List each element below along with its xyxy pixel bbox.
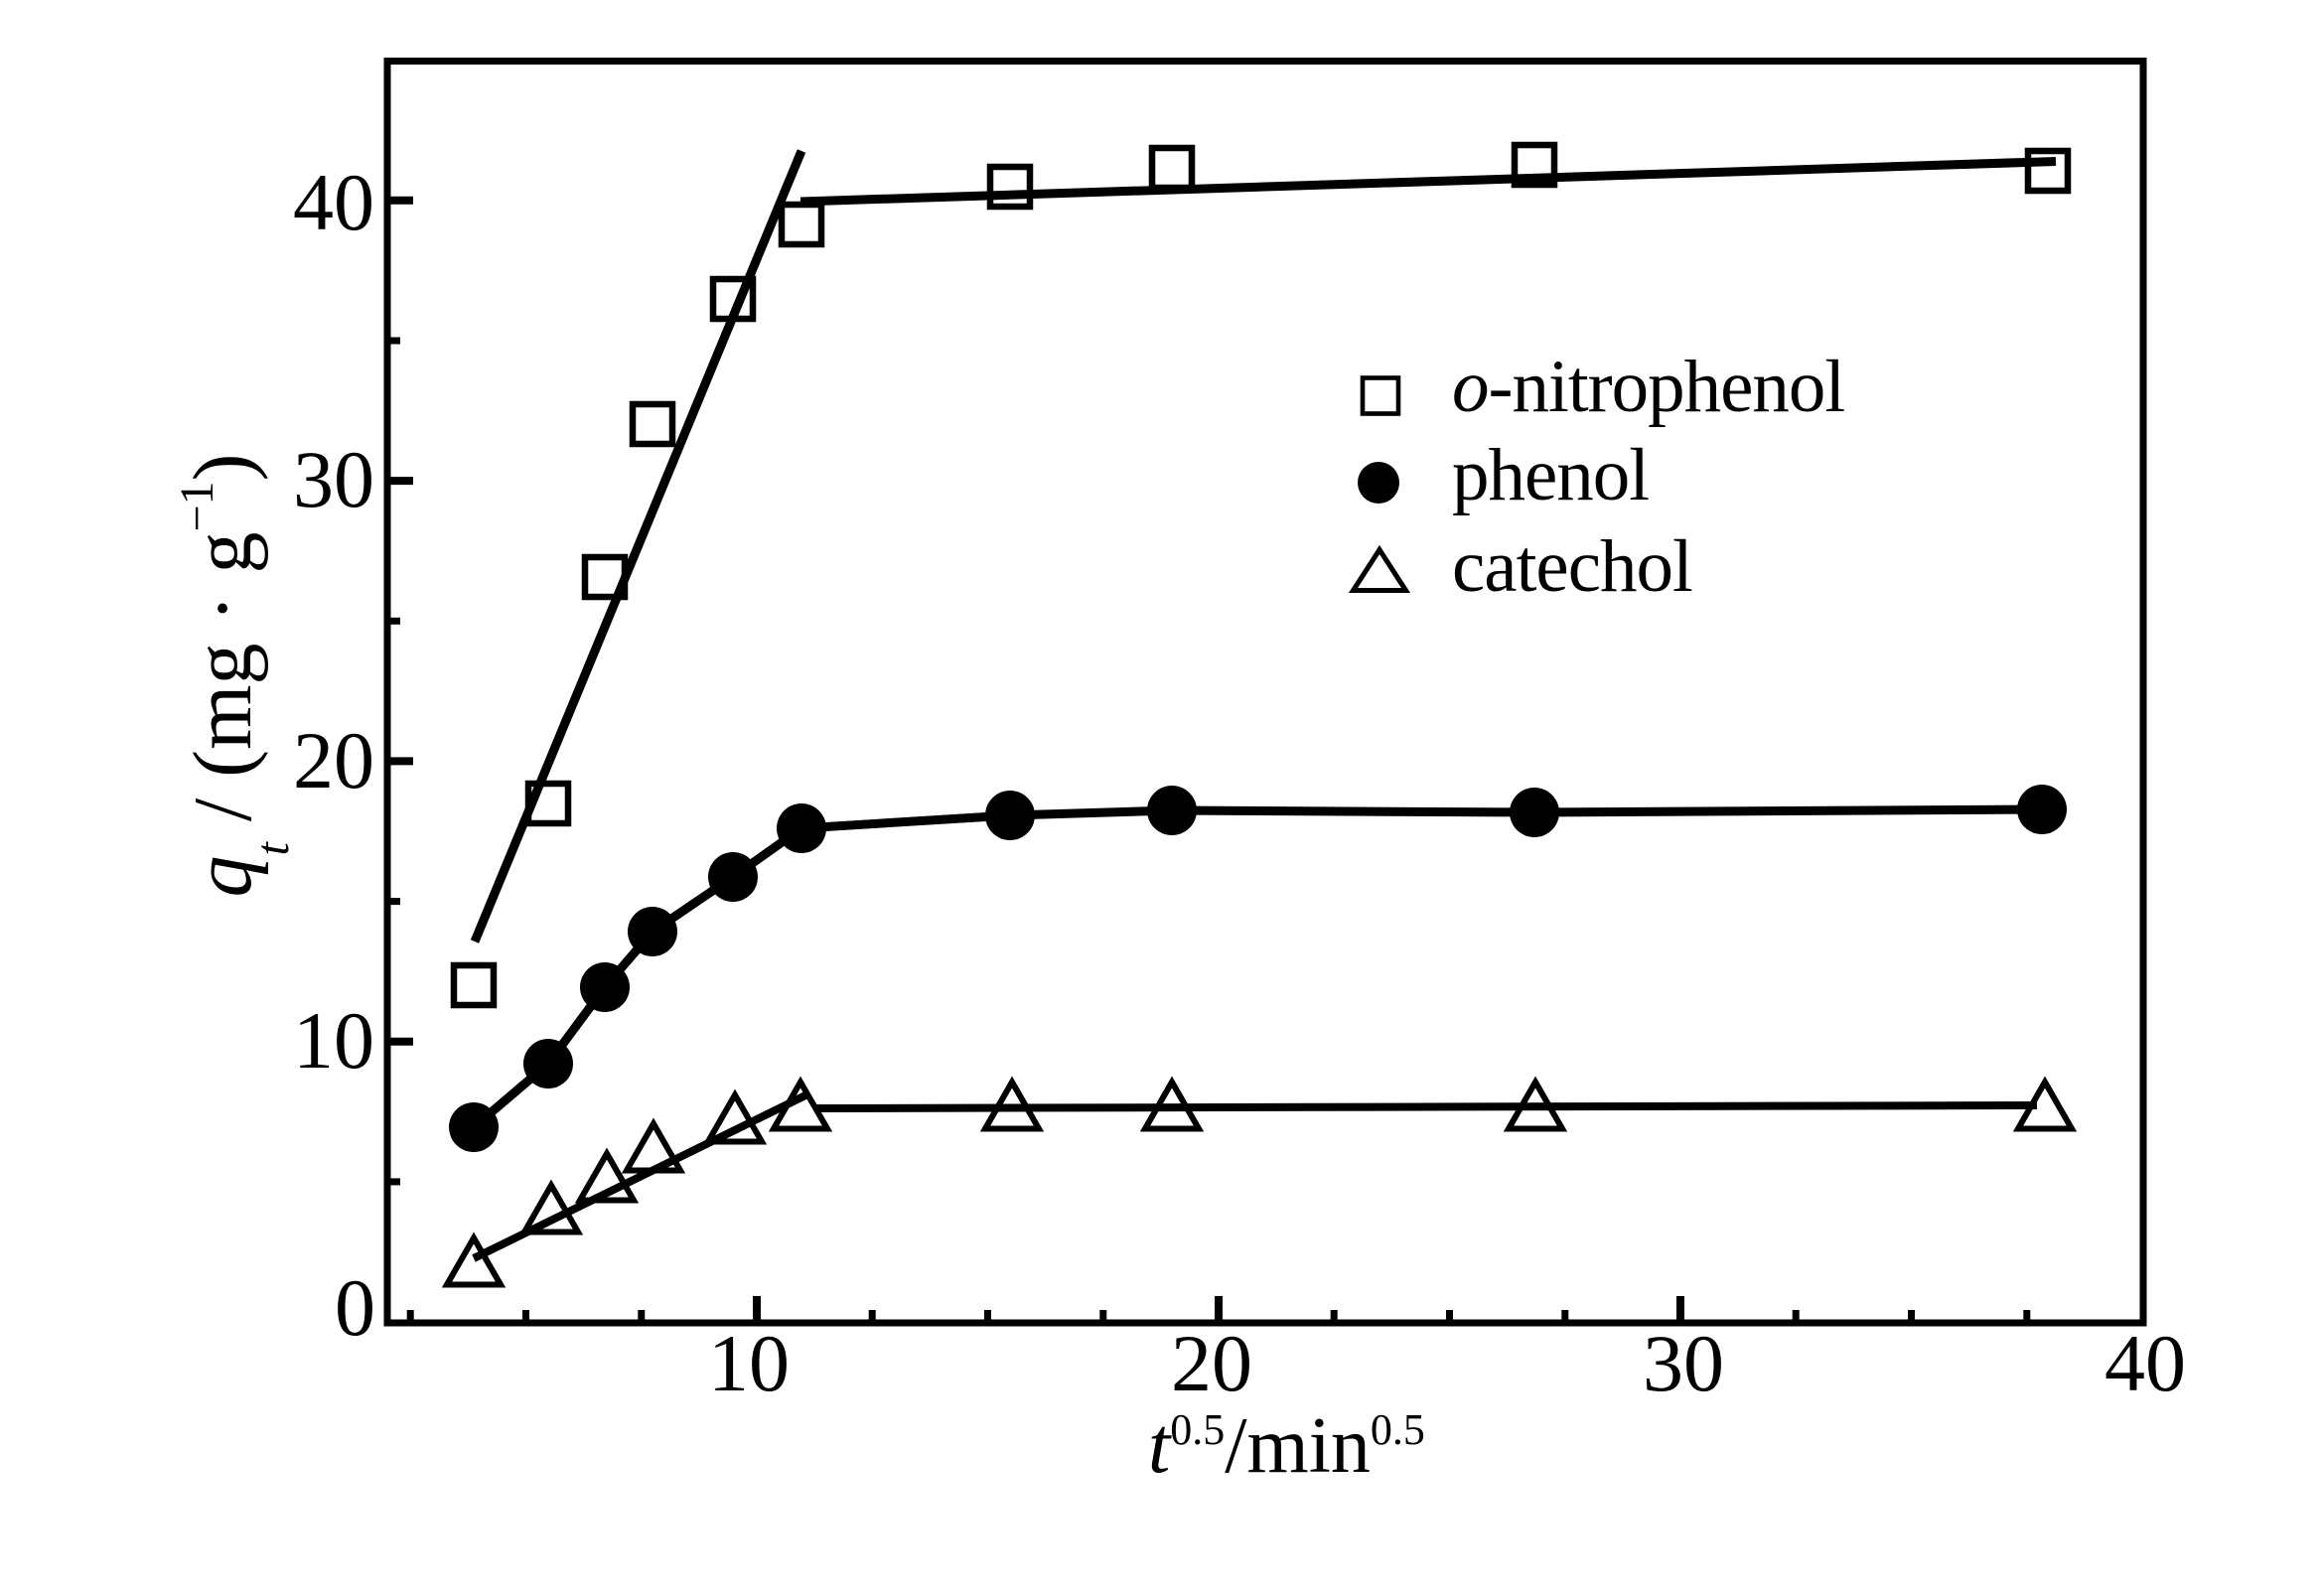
svg-text:0: 0 <box>335 1262 375 1353</box>
svg-text:o-nitrophenol: o-nitrophenol <box>1452 346 1844 428</box>
svg-text:10: 10 <box>708 1318 790 1408</box>
svg-text:catechol: catechol <box>1452 525 1692 608</box>
svg-text:phenol: phenol <box>1452 434 1649 516</box>
svg-text:30: 30 <box>1643 1318 1724 1408</box>
svg-text:t0.5/min0.5: t0.5/min0.5 <box>1148 1402 1425 1490</box>
svg-text:40: 40 <box>293 157 374 247</box>
svg-text:20: 20 <box>293 715 374 805</box>
svg-text:10: 10 <box>293 995 374 1086</box>
svg-text:20: 20 <box>1171 1318 1252 1408</box>
svg-text:40: 40 <box>2104 1318 2186 1408</box>
svg-text:qt / (mg · g−1): qt / (mg · g−1) <box>171 453 299 897</box>
svg-text:30: 30 <box>293 434 374 524</box>
